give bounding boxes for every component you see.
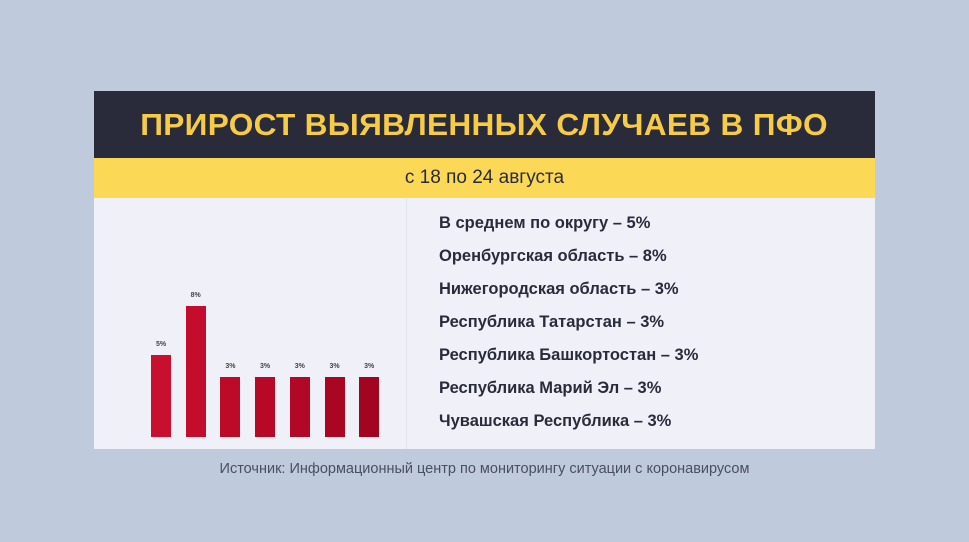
- bar-value-label: 5%: [155, 341, 167, 349]
- bar: [151, 355, 171, 437]
- legend-item: Оренбургская область – 8%: [439, 247, 667, 265]
- legend-item: Республика Марий Эл – 3%: [439, 379, 662, 397]
- bar-chart: 5% 8% 3% 3% 3% 3% 3%: [94, 198, 406, 449]
- bar: [289, 377, 310, 437]
- legend-item: Республика Татарстан – 3%: [439, 313, 665, 331]
- bar: [359, 377, 380, 437]
- legend-item: Нижегородская область – 3%: [439, 280, 679, 298]
- bar-value-label: 3%: [260, 363, 271, 371]
- source-note: Источник: Информационный центр по монито…: [219, 461, 750, 477]
- chart-title: ПРИРОСТ ВЫЯВЛЕННЫХ СЛУЧАЕВ В ПФО: [140, 106, 829, 142]
- bar-value-label: 3%: [364, 363, 375, 371]
- legend-list: В среднем по округу – 5% Оренбургская об…: [439, 207, 698, 438]
- subtitle-band: с 18 по 24 августа: [94, 158, 875, 198]
- divider: [406, 198, 407, 449]
- bar-value-label: 8%: [190, 292, 201, 299]
- bar-value-label: 3%: [329, 363, 340, 371]
- bar: [324, 377, 345, 437]
- bar-value-label: 3%: [225, 363, 236, 371]
- title-band: ПРИРОСТ ВЫЯВЛЕННЫХ СЛУЧАЕВ В ПФО: [94, 91, 875, 158]
- bar: [255, 377, 276, 437]
- legend-item: Республика Башкортостан – 3%: [439, 346, 699, 364]
- bar: [220, 377, 241, 437]
- legend-item: Чувашская Республика – 3%: [439, 412, 672, 430]
- bar: [185, 306, 206, 437]
- legend-item: В среднем по округу – 5%: [439, 214, 651, 232]
- date-range: с 18 по 24 августа: [404, 167, 565, 188]
- bar-value-label: 3%: [294, 363, 305, 371]
- infographic-card: ПРИРОСТ ВЫЯВЛЕННЫХ СЛУЧАЕВ В ПФО с 18 по…: [94, 91, 875, 449]
